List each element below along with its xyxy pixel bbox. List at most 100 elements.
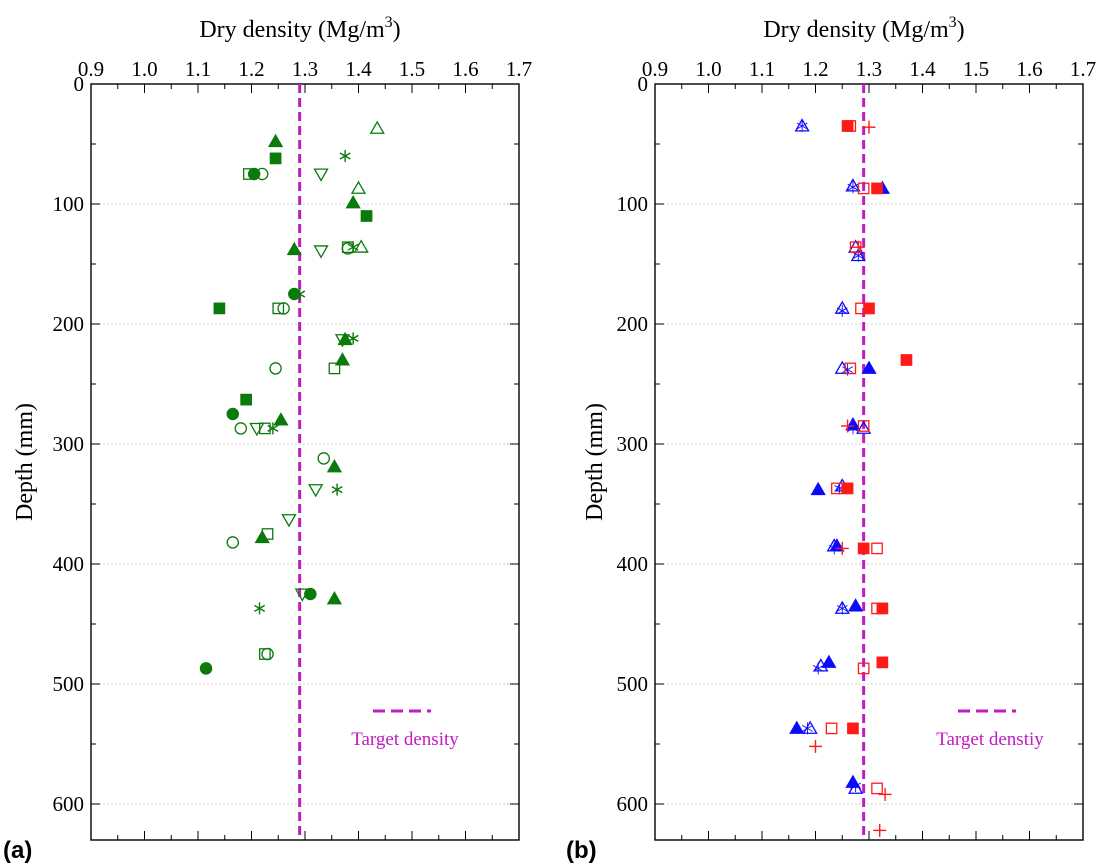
panel-a-series-6-point-0 — [255, 167, 269, 181]
panel-a-series-5-point-2 — [272, 302, 285, 315]
panel-a-series-6-point-2 — [277, 302, 290, 315]
panel-b-xaxis-title-main: Dry density (Mg/m — [763, 17, 949, 43]
panel-b-series-4-point-4 — [844, 362, 857, 375]
panel-a-series-4-point-1 — [313, 245, 329, 259]
panel-b-xaxis-title: Dry density (Mg/m3) — [763, 14, 964, 43]
panel-a-series-6-point-5 — [317, 452, 330, 465]
panel-b-series-1-point-6 — [856, 420, 872, 434]
panel-a-series-6-point-3 — [269, 362, 282, 375]
panel-a-series-2-point-2 — [226, 407, 240, 421]
panel-b-ytick-label: 400 — [617, 552, 649, 576]
panel-b-xtick-label: 1.3 — [856, 57, 882, 81]
panel-a-ytick-label: 300 — [53, 432, 85, 456]
panel-a-series-4-point-2 — [334, 334, 351, 348]
panel-b-series-2-point-11 — [850, 780, 862, 792]
panel-b-series-5-point-4 — [809, 739, 822, 753]
panel-b-xtick-label: 1.0 — [695, 57, 721, 81]
panel-a-series-3-point-1 — [350, 180, 367, 194]
panel-b-series-2-point-8 — [836, 602, 848, 615]
panel-b-series-4-point-7 — [871, 542, 883, 555]
panel-a-series-2-point-4 — [199, 662, 213, 675]
panel-b-series-4-point-1 — [857, 182, 870, 195]
panel-b-xtick-label: 1.1 — [749, 57, 775, 81]
panel-a-series-0-point-2 — [286, 241, 302, 256]
panel-b-xtick-label: 1.5 — [963, 57, 989, 81]
panel-a-xtick-label: 1.5 — [399, 57, 425, 81]
panel-a-xaxis-title: Dry density (Mg/m3) — [199, 14, 400, 43]
panel-b-series-0-point-5 — [848, 598, 864, 612]
panel-a-ytick-label: 600 — [53, 792, 85, 816]
panel-a-chart: 0.9 1.0 1.1 1.2 1.3 1.4 1.5 1.6 1.7 0 100 200 300 400… — [3, 14, 532, 864]
panel-b-series-4-point-3 — [855, 302, 867, 315]
panel-b-series-2-point-10 — [802, 722, 813, 735]
panel-a-xtick-label: 1.0 — [131, 57, 157, 81]
panel-b-series-3-point-3 — [900, 354, 913, 366]
panel-b-series-1-point-10 — [813, 658, 829, 672]
panel-b-series-0-point-7 — [789, 720, 805, 734]
panel-a-xtick-label: 0.9 — [78, 57, 104, 81]
panel-b-series-5-point-6 — [873, 823, 887, 837]
panel-a-series-1-point-1 — [360, 210, 373, 222]
panel-a-xtick-label: 1.7 — [506, 57, 532, 81]
panel-a-series-7-point-2 — [294, 288, 306, 300]
panel-a-series-5-point-6 — [259, 648, 271, 660]
panel-b-series-5-point-0 — [862, 120, 876, 134]
panel-a-series-1-point-0 — [269, 152, 282, 165]
panel-a-series-5-point-3 — [328, 362, 341, 375]
panel-b-series-3-point-1 — [871, 182, 883, 195]
panel-b-series-0-point-6 — [821, 654, 837, 668]
panel-b-series-2-point-0 — [796, 120, 808, 132]
panel-a-legend-label: Target density — [351, 729, 459, 750]
panel-a-series-0-point-4 — [334, 352, 351, 366]
panel-a-series-3-point-2 — [353, 239, 369, 253]
panel-a-series-7-point-6 — [253, 602, 266, 615]
panel-b-series-5-point-5 — [878, 787, 892, 801]
panel-b-series-2-point-1 — [847, 181, 859, 194]
panel-a-series-4-point-0 — [313, 168, 329, 182]
panel-b-series-4-point-11 — [871, 782, 883, 795]
panel-a-ytick-label: 100 — [53, 192, 85, 216]
panel-b-series-4-point-6 — [831, 482, 843, 495]
panel-b-ytick-label: 100 — [617, 192, 649, 216]
panel-b-chart: 0.9 1.0 1.1 1.2 1.3 1.4 1.5 1.6 1.7 0 100 200 300 400… — [566, 14, 1096, 864]
panel-a-series-7-point-3 — [347, 332, 359, 345]
panel-a-series-5-point-4 — [259, 422, 271, 435]
panel-b-series-4-point-8 — [871, 602, 883, 615]
panel-a-xtick-label: 1.1 — [185, 57, 211, 81]
panel-a-series-5-point-5 — [261, 528, 274, 540]
panel-a-series-3-point-0 — [369, 120, 385, 134]
panel-a-series-0-point-0 — [267, 133, 284, 148]
panel-a-xtick-label: 1.4 — [345, 57, 372, 81]
panel-b-series-4-point-5 — [857, 420, 870, 432]
panel-a-xaxis-title-sup: 3 — [385, 14, 393, 31]
panel-a-yaxis-title: Depth (mm) — [12, 403, 38, 521]
panel-b-series-4-point-10 — [825, 722, 838, 735]
panel-a-series-7-point-1 — [347, 241, 359, 254]
panel-b-plot-frame — [654, 83, 1084, 841]
panel-b-xtick-label: 0.9 — [642, 57, 668, 81]
panel-a-series-2-point-1 — [288, 287, 301, 301]
panel-b-series-2-point-9 — [812, 662, 824, 675]
panel-b-series-0-point-1 — [861, 360, 877, 374]
panel-b-series-4-point-9 — [857, 662, 870, 675]
panel-b-series-3-point-0 — [841, 120, 854, 132]
panel-b-ytick-label: 200 — [617, 312, 649, 336]
panel-b-series-5-point-3 — [835, 541, 849, 555]
panel-a-xaxis-title-end: ) — [393, 17, 401, 43]
panel-b-series-0-point-3 — [810, 481, 826, 496]
panel-b-series-4-point-0 — [844, 120, 857, 132]
panel-b-series-3-point-8 — [847, 722, 859, 735]
panel-b-legend-label: Target denstiy — [936, 729, 1044, 750]
panel-b-xtick-label: 1.4 — [909, 57, 936, 81]
panel-b-series-3-point-4 — [841, 482, 854, 495]
panel-b-series-5-point-1 — [851, 240, 865, 254]
panel-b-xtick-label: 1.6 — [1016, 57, 1042, 81]
panel-a-series-5-point-0 — [242, 168, 255, 180]
panel-a-xtick-label: 1.3 — [292, 57, 318, 81]
panel-b-label: (b) — [566, 837, 597, 864]
panel-a-series-7-point-4 — [267, 422, 279, 435]
panel-a-series-0-point-6 — [326, 458, 343, 473]
panel-a-series-6-point-6 — [226, 536, 240, 549]
panel-a-ytick-label: 0 — [74, 72, 85, 96]
